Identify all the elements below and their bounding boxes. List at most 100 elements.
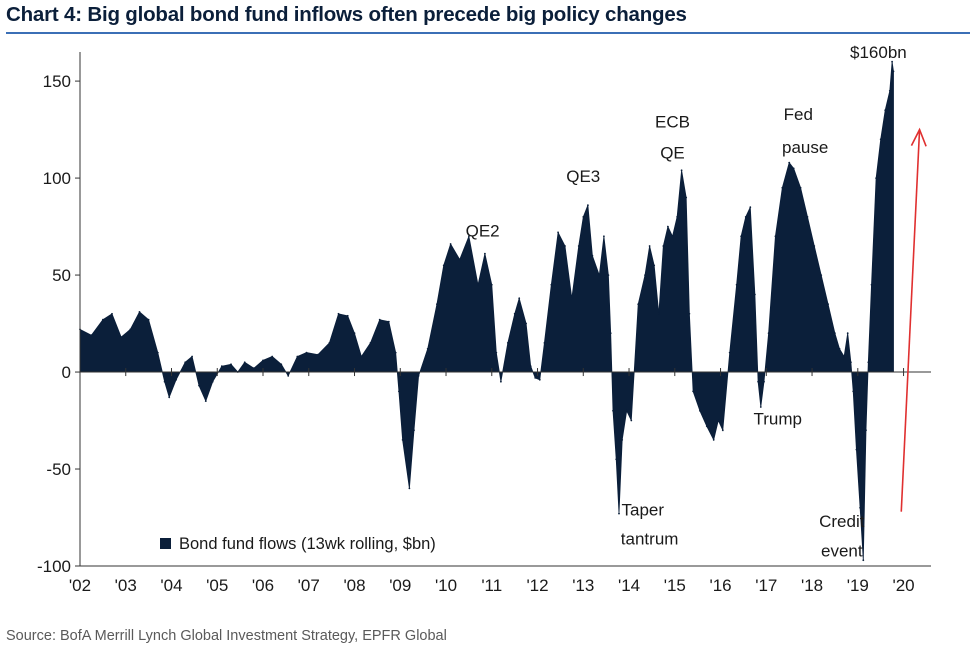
data-point: [525, 322, 527, 325]
data-point: [529, 365, 532, 368]
data-point: [328, 342, 331, 344]
data-point: [230, 363, 232, 366]
data-point: [688, 312, 691, 315]
x-tick-label: '14: [618, 576, 640, 595]
data-point: [774, 235, 777, 238]
data-point: [875, 177, 877, 180]
data-point: [735, 283, 738, 286]
data-point: [175, 378, 178, 381]
data-point: [834, 332, 836, 335]
data-point: [346, 314, 349, 317]
legend: Bond fund flows (13wk rolling, $bn): [160, 535, 436, 553]
data-point: [577, 245, 580, 247]
data-point: [534, 377, 537, 379]
data-point: [855, 448, 858, 451]
data-point: [401, 439, 404, 441]
data-point: [692, 390, 694, 393]
x-tick-label: '17: [755, 576, 777, 595]
data-point: [870, 283, 873, 286]
data-point: [378, 318, 381, 321]
data-point: [147, 318, 150, 321]
data-point: [442, 264, 445, 267]
data-point: [717, 419, 720, 422]
data-point: [449, 243, 452, 245]
data-point: [676, 216, 678, 218]
data-point: [615, 458, 618, 461]
data-point: [799, 186, 802, 189]
x-tick-label: '19: [847, 576, 869, 595]
data-point: [262, 359, 264, 362]
data-point: [506, 342, 509, 344]
data-point: [891, 60, 893, 63]
data-point: [806, 216, 809, 218]
data-point: [644, 274, 646, 276]
data-point: [788, 161, 791, 164]
data-point: [426, 347, 429, 350]
data-point: [394, 351, 397, 354]
data-point: [662, 245, 665, 247]
data-point: [612, 409, 614, 412]
data-point: [721, 429, 724, 432]
trend-arrow-shaft: [900, 129, 921, 512]
data-point: [820, 274, 823, 276]
y-axis: 150 100 50 0 -50 -100: [37, 52, 81, 576]
data-point: [609, 332, 612, 335]
x-tick-label: '03: [115, 576, 137, 595]
data-point: [253, 367, 255, 370]
data-point: [408, 487, 411, 490]
data-point: [838, 347, 841, 350]
data-point: [852, 390, 855, 393]
data-point: [500, 380, 502, 383]
annotation-label: ECB: [655, 113, 690, 132]
data-point: [211, 380, 214, 383]
annotation-label: Trump: [753, 409, 802, 428]
x-tick-label: '20: [892, 576, 914, 595]
data-point: [271, 355, 274, 358]
data-point: [184, 361, 187, 364]
source-note: Source: BofA Merrill Lynch Global Invest…: [6, 628, 447, 644]
data-point: [582, 216, 585, 218]
annotation-label: QE: [660, 144, 685, 163]
y-tick-label: 100: [43, 169, 71, 188]
data-point: [843, 355, 845, 358]
data-point: [543, 342, 546, 344]
x-tick-label: '12: [526, 576, 548, 595]
data-point: [337, 312, 340, 315]
data-point: [413, 429, 415, 432]
annotation-label: QE2: [466, 221, 500, 240]
annotations: QE2 QE3 ECB QE Taper tantrum Fed pause Trump Cred…: [466, 43, 927, 560]
x-tick-label: '08: [343, 576, 365, 595]
data-point: [102, 318, 104, 321]
data-point: [621, 439, 624, 441]
x-tick-label: '16: [709, 576, 731, 595]
data-point: [369, 342, 372, 344]
data-point: [598, 274, 601, 276]
data-point: [557, 231, 559, 234]
data-point: [763, 380, 765, 383]
data-point: [781, 186, 784, 189]
data-point: [163, 380, 166, 383]
data-point: [705, 425, 708, 428]
data-point: [417, 375, 420, 377]
data-point: [859, 506, 861, 509]
data-point: [879, 138, 882, 141]
data-point: [744, 216, 747, 218]
data-point: [120, 336, 123, 338]
data-point: [625, 409, 628, 412]
data-point: [287, 375, 290, 377]
plot-area: [79, 60, 895, 562]
data-point: [888, 89, 891, 92]
data-point: [111, 312, 113, 315]
x-tick-label: '06: [252, 576, 274, 595]
chart-title: Chart 4: Big global bond fund inflows of…: [6, 3, 687, 26]
data-point: [296, 355, 299, 358]
data-point: [570, 297, 573, 300]
data-point: [754, 293, 756, 296]
x-tick-label: '05: [206, 576, 228, 595]
legend-label: Bond fund flows (13wk rolling, $bn): [179, 535, 436, 553]
data-point: [458, 258, 461, 261]
data-point: [317, 353, 319, 356]
data-point: [862, 559, 865, 562]
data-point: [591, 254, 594, 257]
annotation-label: $160bn: [850, 43, 907, 62]
